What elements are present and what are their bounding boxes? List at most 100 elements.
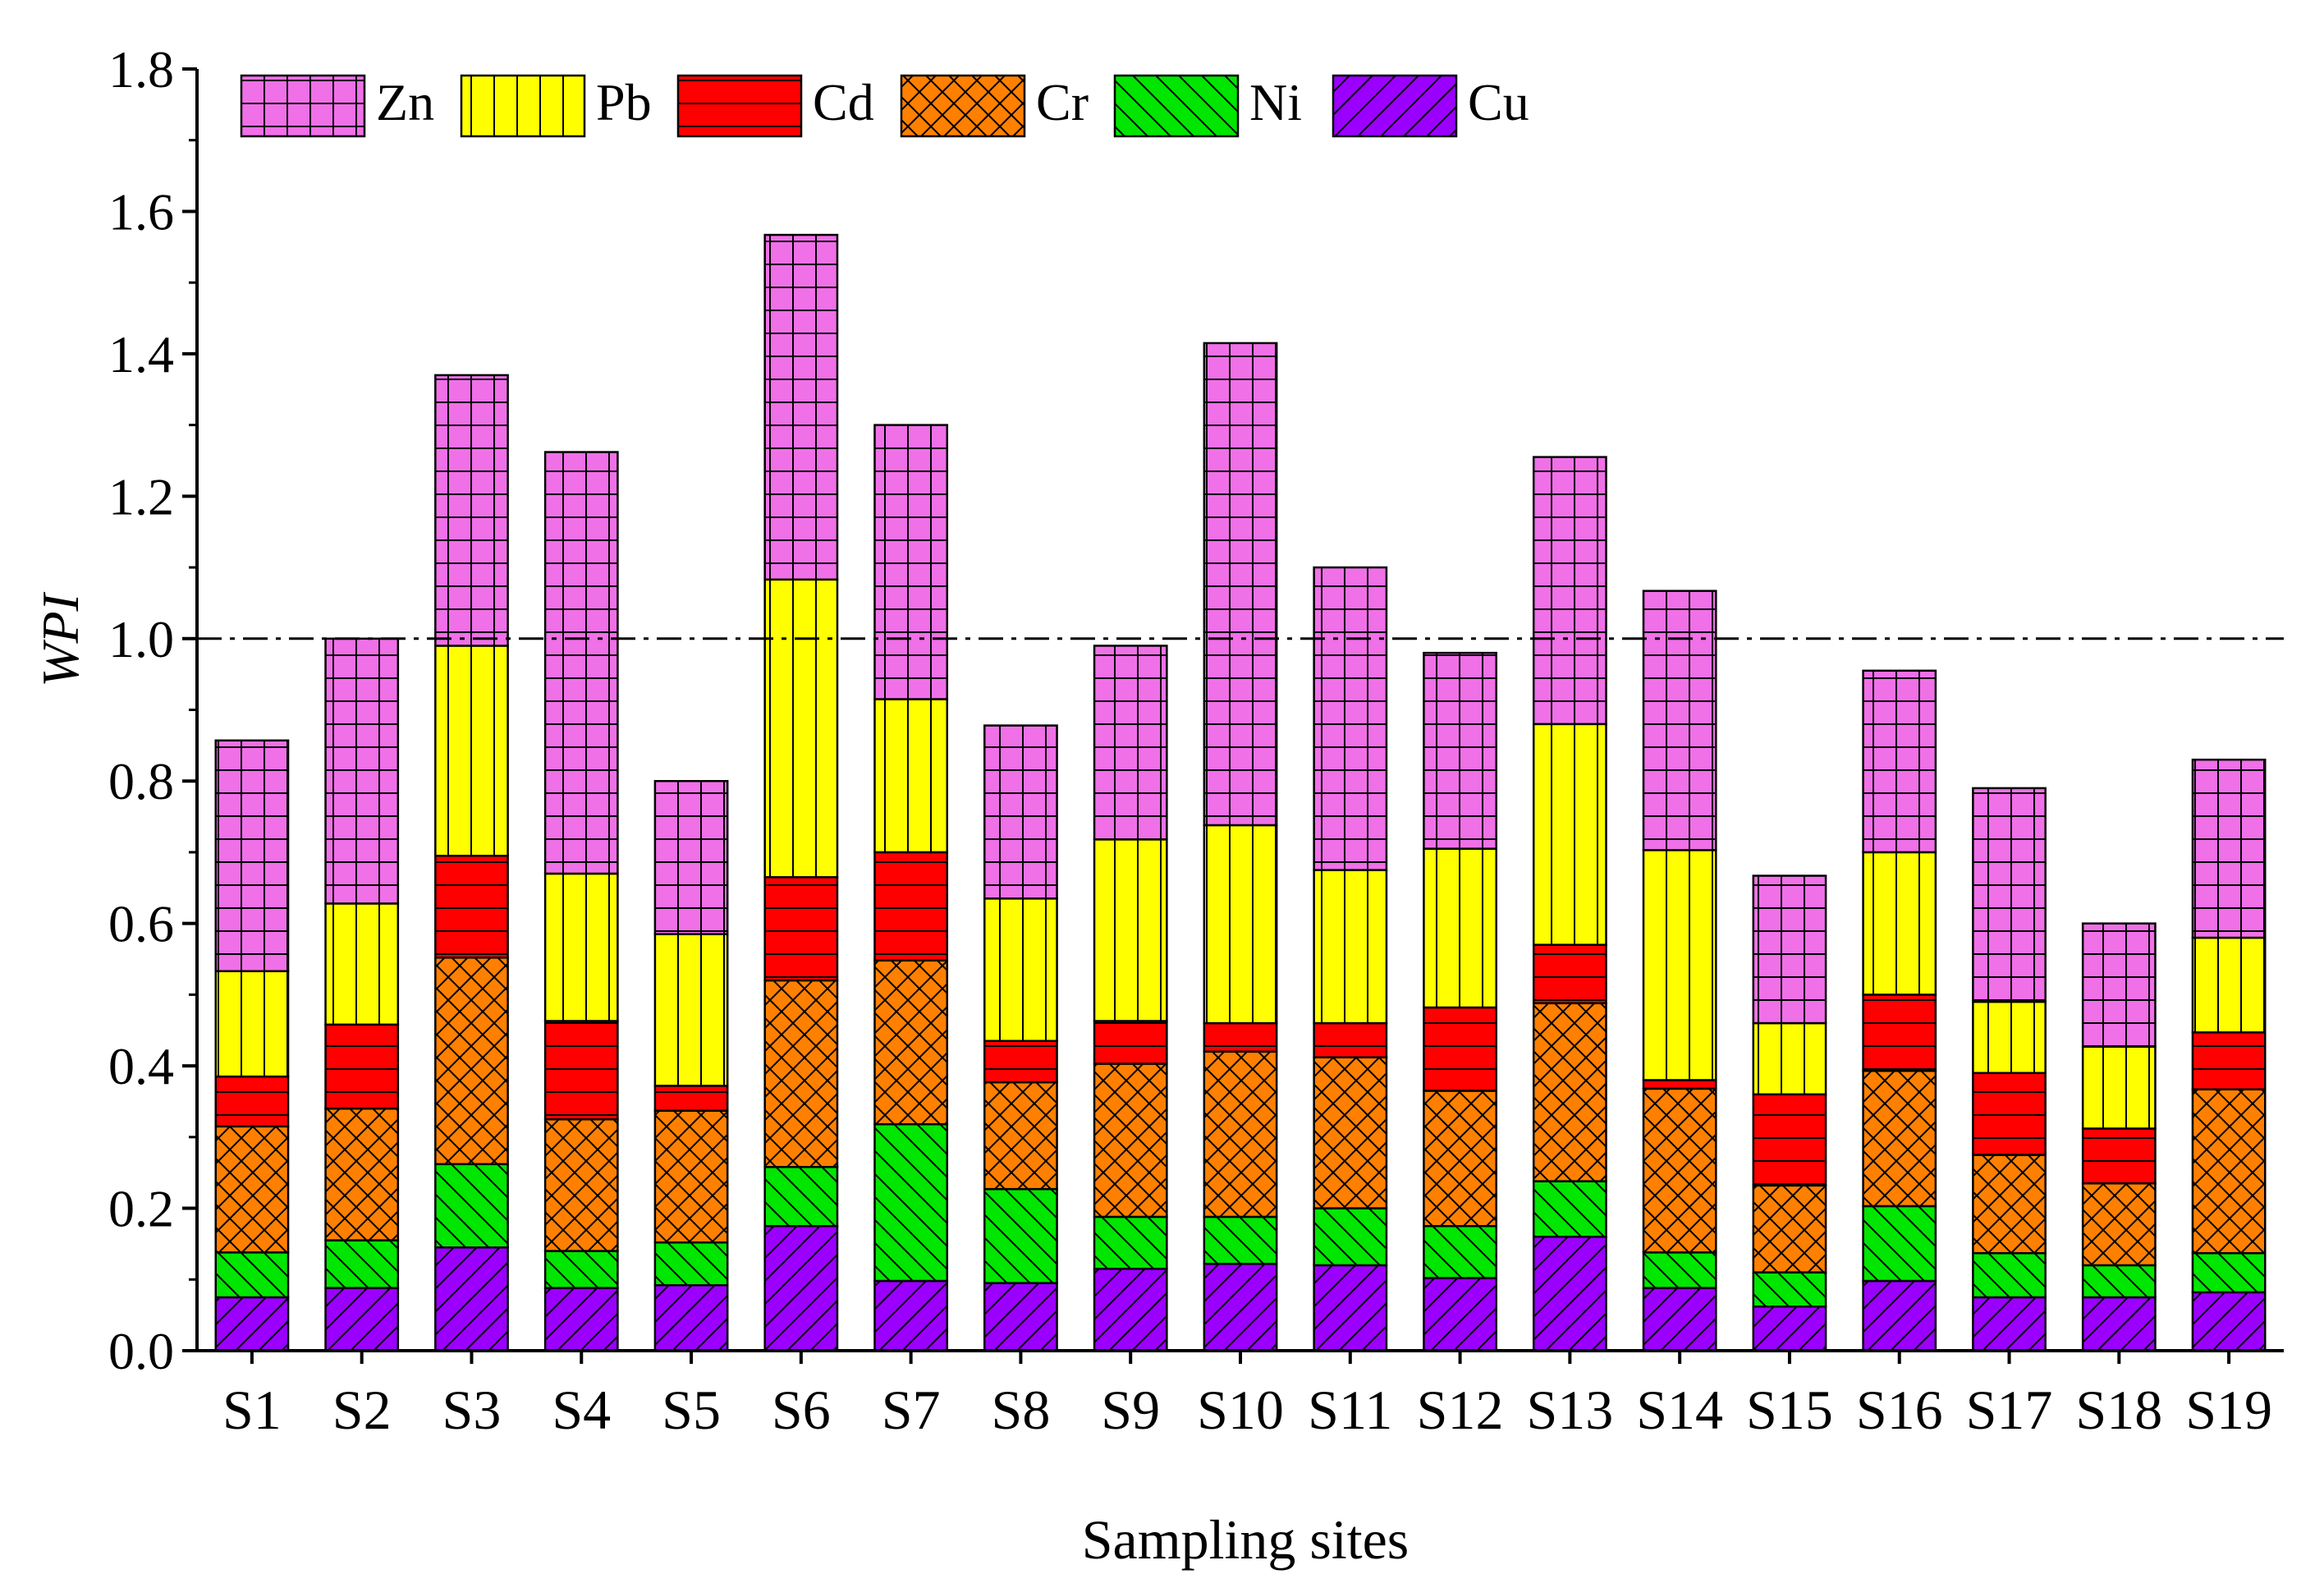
bar-segment-s9-zn [1093, 645, 1168, 841]
y-tick-label: 0.2 [108, 1180, 174, 1238]
y-tick-label: 1.2 [108, 467, 174, 526]
bar-segment-s16-zn [1862, 669, 1937, 854]
bar-stack-s18 [2081, 922, 2157, 1352]
legend-label-pb: Pb [596, 73, 652, 131]
y-tick-label: 0.4 [108, 1037, 174, 1095]
bar-segment-s1-cr [214, 1125, 290, 1254]
bar-segment-s3-cd [434, 855, 509, 959]
legend-label-cr: Cr [1036, 73, 1089, 131]
bar-segment-s9-ni [1093, 1215, 1168, 1270]
bar-stack-s8 [983, 724, 1058, 1352]
bar-stack-s5 [653, 779, 729, 1352]
bar-segment-s16-pb [1862, 851, 1937, 996]
bar-stack-s6 [763, 233, 839, 1352]
legend-item-zn: Zn [240, 73, 434, 138]
x-tick-label-s10: S10 [1197, 1379, 1284, 1441]
bar-segment-s11-ni [1313, 1207, 1388, 1267]
bar-segment-s18-zn [2081, 922, 2157, 1048]
bar-stack-s16 [1862, 669, 1937, 1352]
bar-segment-s14-cd [1642, 1079, 1717, 1090]
bar-segment-s2-pb [324, 902, 400, 1026]
bar-segment-s14-pb [1642, 849, 1717, 1081]
y-tick-label: 1.4 [108, 325, 174, 383]
legend-item-cr: Cr [900, 73, 1089, 138]
axes-layer: 0.0 0.2 0.4 0.6 0.8 1.0 1.2 1.4 1.6 1.8 S1 S2 S3 S4 S5… [108, 40, 2284, 1441]
bar-segment-s12-ni [1423, 1224, 1497, 1279]
bar-segment-s14-ni [1642, 1251, 1717, 1289]
bar-segment-s10-ni [1203, 1215, 1278, 1265]
bar-segment-s19-cd [2191, 1031, 2267, 1090]
legend-swatch-cu [1332, 74, 1458, 138]
x-tick-label-s2: S2 [332, 1379, 392, 1441]
y-tick-label: 1.6 [108, 182, 174, 241]
legend-label-cd: Cd [813, 73, 874, 131]
bar-stack-s17 [1972, 787, 2047, 1352]
bar-segment-s12-cr [1423, 1090, 1497, 1228]
bar-segment-s14-cr [1642, 1087, 1717, 1254]
bar-segment-s17-cd [1972, 1072, 2047, 1156]
bar-segment-s10-zn [1203, 342, 1278, 827]
bar-segment-s18-cu [2081, 1296, 2157, 1352]
bar-segment-s2-cu [324, 1287, 400, 1352]
bar-segment-s16-cd [1862, 994, 1937, 1072]
x-tick-label-s7: S7 [882, 1379, 941, 1441]
y-tick-label: 1.0 [108, 610, 174, 668]
bar-segment-s17-ni [1972, 1251, 2047, 1299]
bar-segment-s16-cu [1862, 1279, 1937, 1352]
bar-segment-s1-cd [214, 1075, 290, 1128]
bar-segment-s12-cu [1423, 1277, 1497, 1352]
bar-segment-s6-ni [763, 1166, 839, 1228]
x-tick-label-s1: S1 [222, 1379, 282, 1441]
bar-segment-s9-cr [1093, 1062, 1168, 1219]
bar-stack-s7 [873, 424, 949, 1352]
bar-segment-s5-ni [653, 1241, 729, 1287]
x-tick-label-s5: S5 [662, 1379, 721, 1441]
bar-segment-s12-cd [1423, 1006, 1497, 1092]
bar-segment-s10-cr [1203, 1050, 1278, 1219]
legend: Zn Pb Cd Cr Ni Cu [240, 73, 1529, 138]
bar-segment-s13-ni [1532, 1180, 1607, 1238]
legend-swatch-cd [676, 74, 803, 138]
bar-segment-s5-zn [653, 779, 729, 935]
bar-segment-s14-zn [1642, 590, 1717, 851]
legend-item-cu: Cu [1332, 73, 1529, 138]
x-tick-label-s3: S3 [442, 1379, 502, 1441]
bar-segment-s7-cd [873, 851, 949, 962]
bar-segment-s11-cd [1313, 1021, 1388, 1058]
x-tick-label-s15: S15 [1746, 1379, 1833, 1441]
bar-segment-s6-cd [763, 876, 839, 982]
bar-segment-s2-cd [324, 1023, 400, 1110]
bar-segment-s5-cu [653, 1283, 729, 1352]
bar-segment-s6-zn [763, 233, 839, 581]
bar-segment-s3-ni [434, 1163, 509, 1249]
bar-segment-s10-pb [1203, 824, 1278, 1025]
legend-item-cd: Cd [676, 73, 874, 138]
bar-segment-s8-cd [983, 1040, 1058, 1084]
bar-stack-s9 [1093, 645, 1168, 1352]
bar-segment-s4-ni [543, 1250, 619, 1289]
bar-segment-s19-pb [2191, 936, 2267, 1034]
bar-segment-s5-pb [653, 933, 729, 1087]
bar-segment-s7-zn [873, 424, 949, 700]
bar-stack-s19 [2191, 758, 2267, 1352]
bar-stack-s14 [1642, 590, 1717, 1352]
bar-stack-s11 [1313, 566, 1388, 1352]
bar-segment-s13-zn [1532, 456, 1607, 726]
bar-segment-s15-cu [1752, 1305, 1827, 1352]
bar-segment-s3-cu [434, 1246, 509, 1352]
bar-segment-s18-pb [2081, 1045, 2157, 1130]
bar-segment-s15-pb [1752, 1021, 1827, 1096]
legend-swatch-zn [240, 74, 366, 138]
bar-segment-s15-ni [1752, 1271, 1827, 1308]
bar-segment-s19-ni [2191, 1251, 2267, 1294]
bar-segment-s3-cr [434, 957, 509, 1166]
bar-segment-s4-pb [543, 872, 619, 1022]
bar-segment-s19-cu [2191, 1291, 2267, 1352]
bar-segment-s2-zn [324, 637, 400, 905]
bar-segment-s8-zn [983, 724, 1058, 900]
bar-segment-s13-cr [1532, 1002, 1607, 1182]
bars-layer [214, 233, 2267, 1352]
x-tick-label-s13: S13 [1526, 1379, 1613, 1441]
bar-segment-s9-cu [1093, 1268, 1168, 1352]
